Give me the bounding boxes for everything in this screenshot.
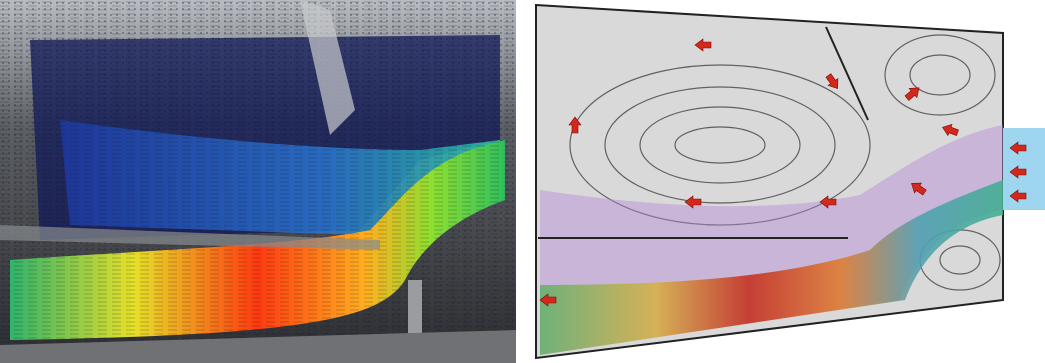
vectors: [0, 0, 516, 363]
figure: [0, 0, 1045, 363]
left-panel: [0, 0, 516, 363]
page: [0, 0, 1045, 363]
right-panel: [536, 5, 1045, 358]
